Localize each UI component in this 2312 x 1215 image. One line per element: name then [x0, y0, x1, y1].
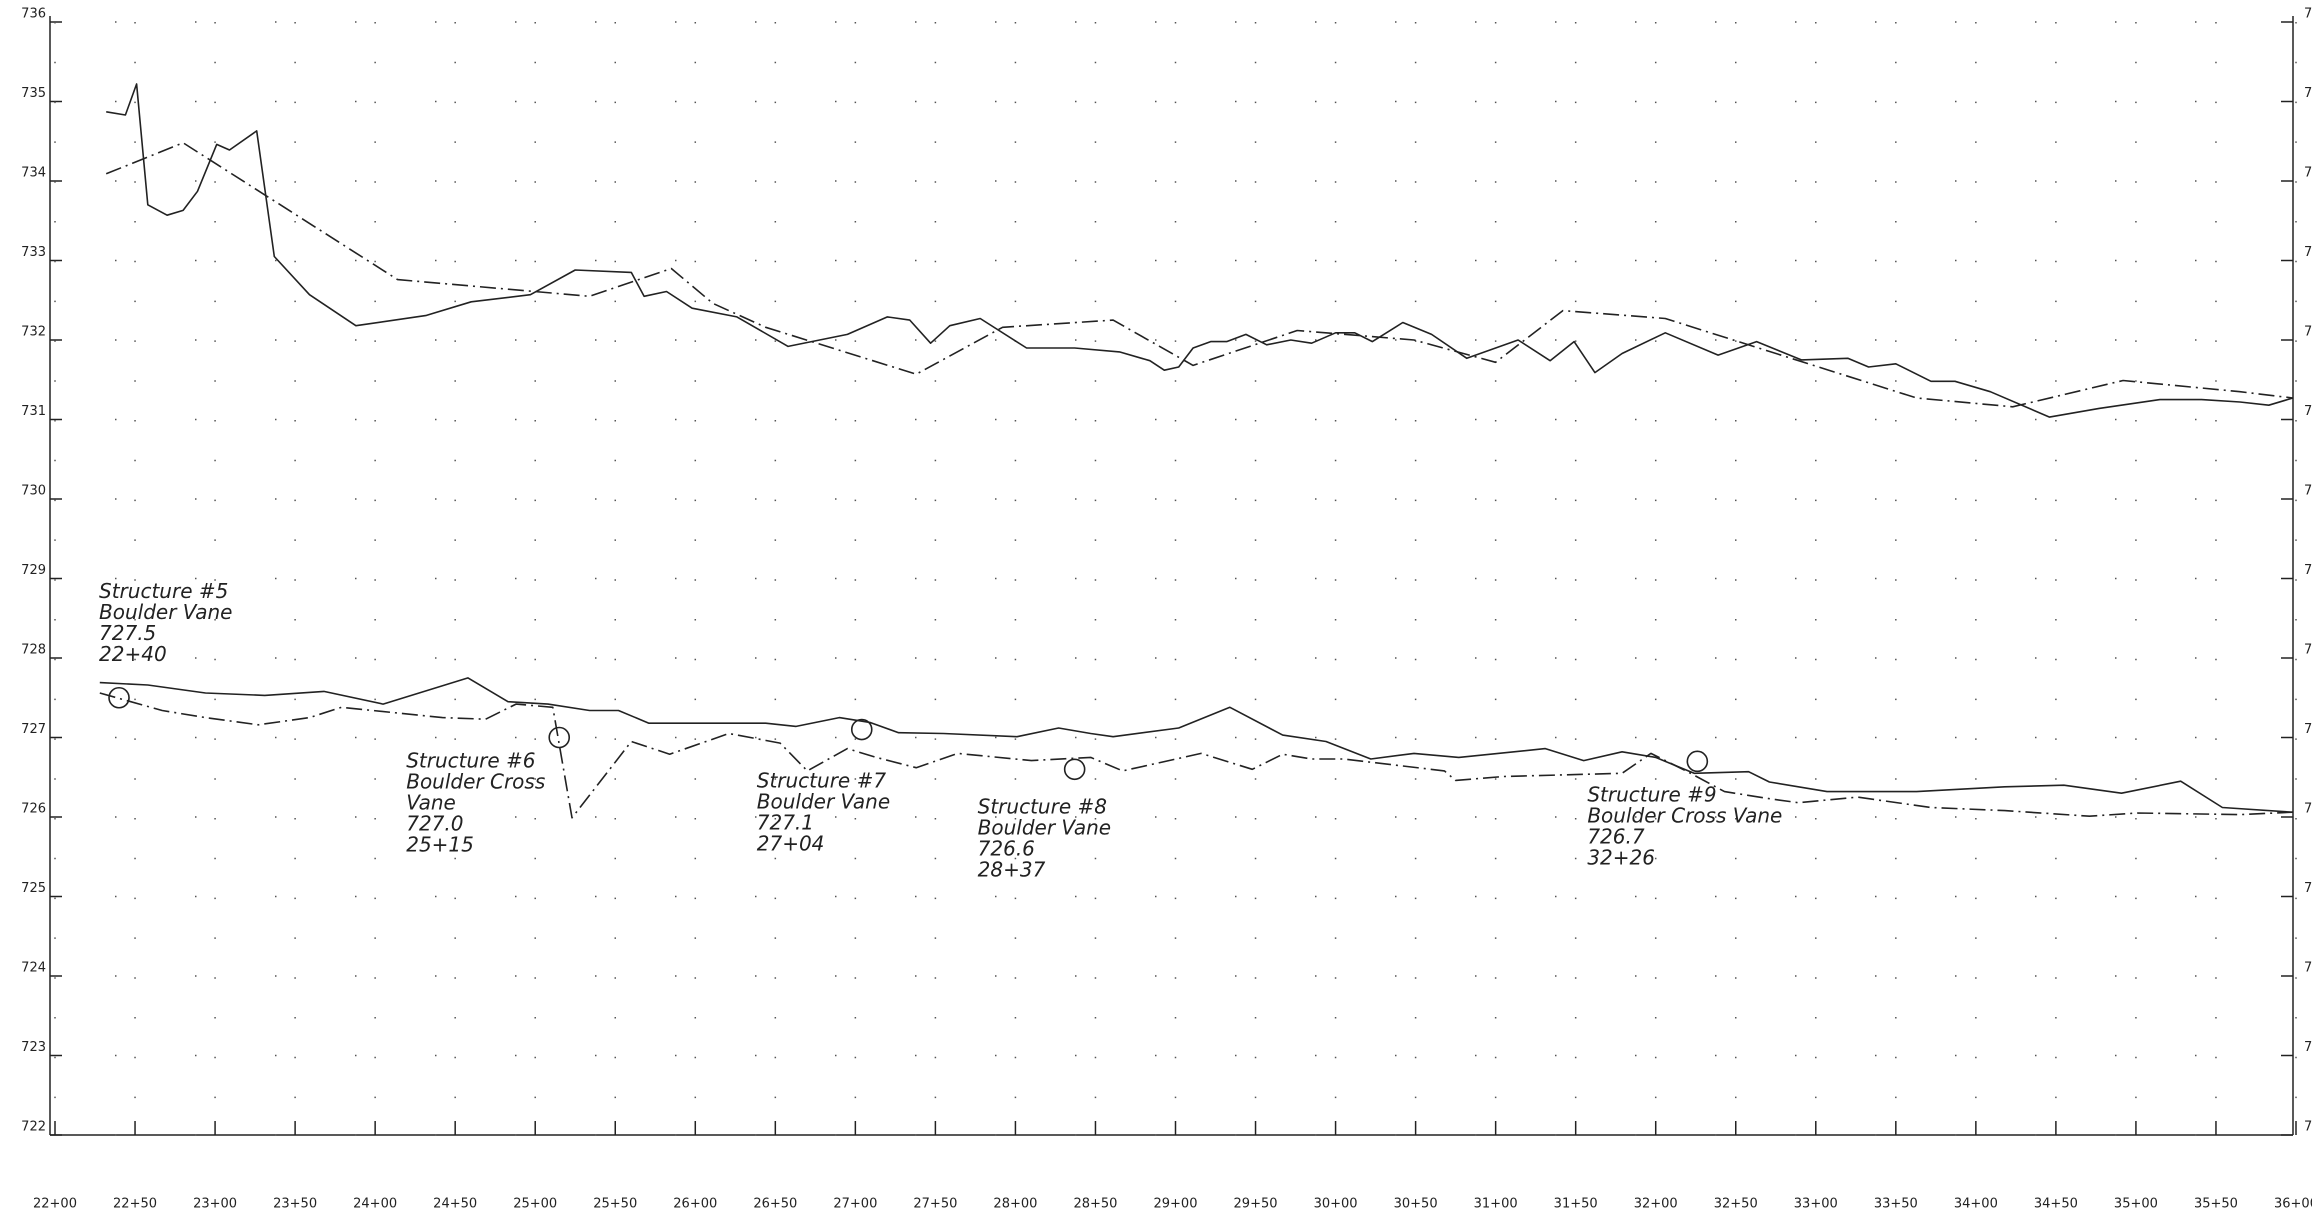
structure-label: Boulder Cross Vane [1587, 803, 1782, 827]
y-tick-label: 734 [21, 166, 46, 181]
y-tick-label-right: 725 [2304, 881, 2312, 896]
profile-line [99, 692, 2293, 819]
x-tick-label: 29+50 [1234, 1197, 1278, 1212]
x-tick-label: 27+50 [913, 1197, 957, 1212]
x-tick-label: 35+00 [2114, 1197, 2158, 1212]
y-tick-label: 729 [21, 563, 46, 578]
profile-line [106, 83, 2294, 418]
structure-label: 727.1 [757, 811, 814, 835]
y-tick-label: 723 [21, 1040, 46, 1055]
y-tick-label-right: 732 [2304, 325, 2312, 340]
y-tick-label-right: 730 [2304, 484, 2312, 499]
x-tick-label: 30+00 [1314, 1197, 1358, 1212]
x-tick-label: 36+00 [2274, 1197, 2312, 1212]
y-tick-label-right: 727 [2304, 722, 2312, 737]
x-tick-label: 28+00 [993, 1197, 1037, 1212]
structure-label: 28+37 [978, 857, 1046, 881]
structure-label: Boulder Cross [406, 770, 545, 794]
structure-label: 726.6 [978, 836, 1035, 860]
y-tick-label-right: 724 [2304, 961, 2312, 976]
structure-label: Boulder Vane [99, 600, 232, 624]
structure-label: Boulder Vane [978, 815, 1111, 839]
x-tick-label: 28+50 [1073, 1197, 1117, 1212]
y-tick-label-right: 722 [2304, 1120, 2312, 1135]
structure-label: 32+26 [1587, 845, 1655, 869]
structure-label: Vane [406, 791, 456, 815]
y-tick-label: 730 [21, 484, 46, 499]
y-tick-label: 731 [21, 404, 46, 419]
structure-marker [850, 718, 873, 741]
structure-label: Structure #5 [99, 579, 228, 603]
structure-marker [1686, 750, 1709, 773]
structure-label: 25+15 [406, 833, 474, 857]
y-tick-label-right: 723 [2304, 1040, 2312, 1055]
y-tick-label: 727 [21, 722, 46, 737]
x-tick-label: 22+00 [33, 1197, 77, 1212]
structure-label: Structure #7 [757, 769, 887, 793]
structure-label: 27+04 [757, 832, 825, 856]
y-tick-label: 733 [21, 245, 46, 260]
x-tick-label: 26+00 [673, 1197, 717, 1212]
structure-marker [1063, 758, 1086, 781]
y-tick-label: 728 [21, 643, 46, 658]
x-tick-label: 23+00 [193, 1197, 237, 1212]
y-tick-label-right: 729 [2304, 563, 2312, 578]
x-tick-label: 31+00 [1474, 1197, 1518, 1212]
x-tick-label: 32+00 [1634, 1197, 1678, 1212]
y-tick-label-right: 726 [2304, 802, 2312, 817]
structure-label: 727.0 [406, 812, 463, 836]
y-tick-label: 724 [21, 961, 46, 976]
x-tick-label: 33+50 [1874, 1197, 1918, 1212]
x-tick-label: 24+00 [353, 1197, 397, 1212]
y-tick-label: 726 [21, 802, 46, 817]
structure-label: Structure #6 [406, 749, 535, 773]
structure-label: 726.7 [1587, 824, 1645, 848]
x-tick-label: 27+00 [833, 1197, 877, 1212]
y-tick-label: 725 [21, 881, 46, 896]
x-tick-label: 25+00 [513, 1197, 557, 1212]
x-tick-label: 32+50 [1714, 1197, 1758, 1212]
y-tick-label: 722 [21, 1120, 46, 1135]
y-tick-label-right: 734 [2304, 166, 2312, 181]
x-tick-label: 31+50 [1554, 1197, 1598, 1212]
structure-label: Structure #9 [1587, 782, 1716, 806]
structure-marker [548, 726, 571, 749]
y-tick-label: 735 [21, 86, 46, 101]
x-tick-label: 22+50 [113, 1197, 157, 1212]
x-tick-label: 24+50 [433, 1197, 477, 1212]
y-tick-label-right: 728 [2304, 643, 2312, 658]
x-tick-label: 33+00 [1794, 1197, 1838, 1212]
x-tick-label: 26+50 [753, 1197, 797, 1212]
x-tick-label: 30+50 [1394, 1197, 1438, 1212]
x-tick-label: 35+50 [2194, 1197, 2238, 1212]
x-tick-label: 34+00 [1954, 1197, 1998, 1212]
y-tick-label-right: 733 [2304, 245, 2312, 260]
x-tick-label: 23+50 [273, 1197, 317, 1212]
structure-label: Structure #8 [978, 794, 1107, 818]
structure-label: 22+40 [99, 642, 167, 666]
y-tick-label: 732 [21, 325, 46, 340]
profile-line [105, 142, 2293, 408]
x-tick-label: 25+50 [593, 1197, 637, 1212]
x-tick-label: 29+00 [1154, 1197, 1198, 1212]
structure-label: 727.5 [99, 621, 156, 645]
y-tick-label-right: 731 [2304, 404, 2312, 419]
y-tick-label-right: 736 [2304, 7, 2312, 22]
x-tick-label: 34+50 [2034, 1197, 2078, 1212]
structure-marker [108, 686, 130, 709]
profile-line [99, 677, 2293, 813]
structure-label: Boulder Vane [757, 790, 890, 814]
y-tick-label: 736 [21, 7, 46, 22]
y-tick-label-right: 735 [2304, 86, 2312, 101]
